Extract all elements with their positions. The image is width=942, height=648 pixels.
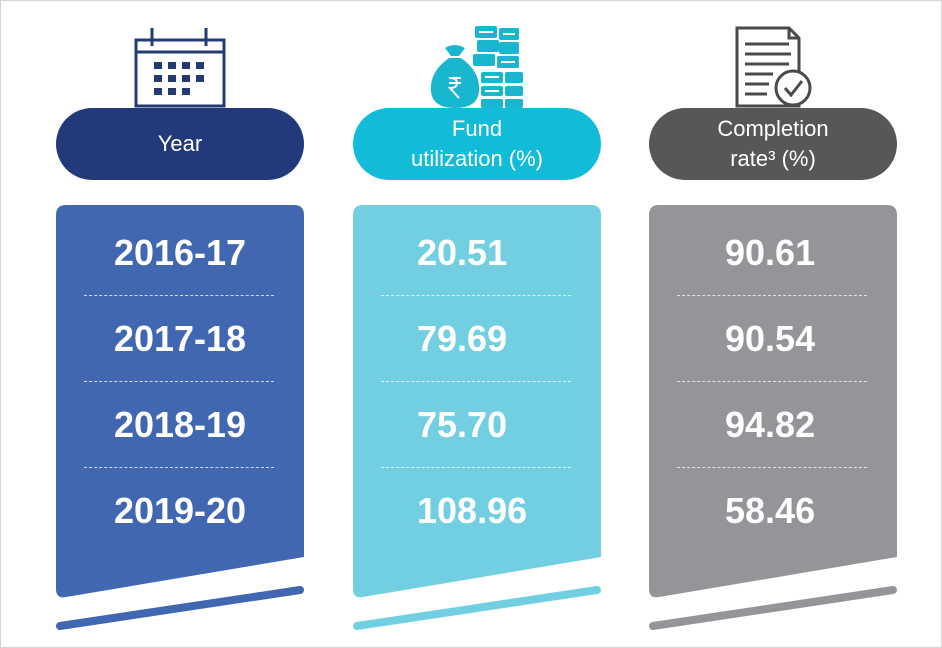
fund-row-4: 108.96 bbox=[353, 468, 601, 554]
year-value: 2018-19 bbox=[113, 404, 247, 445]
fund-value: 108.96 bbox=[417, 490, 528, 531]
fund-value: 20.51 bbox=[417, 232, 508, 273]
document-checkmark-icon bbox=[735, 26, 812, 108]
completion-card: 90.61 90.54 94.82 58.46 bbox=[649, 205, 897, 599]
completion-row-2: 90.54 bbox=[649, 296, 897, 382]
year-row-4: 2019-20 bbox=[56, 468, 304, 554]
completion-value: 94.82 bbox=[725, 404, 816, 445]
completion-column: Completion rate³ (%) 90.61 90.54 94.82 5… bbox=[649, 0, 899, 648]
row-divider bbox=[677, 467, 867, 468]
year-value: 2016-17 bbox=[113, 232, 247, 273]
year-row-1: 2016-17 bbox=[56, 210, 304, 296]
completion-row-4: 58.46 bbox=[649, 468, 897, 554]
completion-row-3: 94.82 bbox=[649, 382, 897, 468]
calendar-icon bbox=[134, 28, 226, 108]
fund-row-3: 75.70 bbox=[353, 382, 601, 468]
row-divider bbox=[381, 467, 571, 468]
fund-card-shape bbox=[353, 205, 601, 598]
completion-header-line1: Completion bbox=[717, 116, 829, 141]
year-row-3: 2018-19 bbox=[56, 382, 304, 468]
fund-value: 79.69 bbox=[417, 318, 508, 359]
completion-underline bbox=[649, 586, 897, 630]
completion-header: Completion rate³ (%) bbox=[649, 108, 897, 180]
fund-card: 20.51 79.69 75.70 108.96 bbox=[353, 205, 601, 599]
year-header: Year bbox=[56, 108, 304, 180]
row-divider bbox=[381, 295, 571, 296]
year-header-label: Year bbox=[157, 131, 203, 156]
completion-value: 90.61 bbox=[725, 232, 816, 273]
fund-header-line2: utilization (%) bbox=[410, 146, 544, 171]
fund-underline bbox=[353, 586, 601, 630]
year-value: 2019-20 bbox=[113, 490, 247, 531]
row-divider bbox=[84, 295, 274, 296]
row-divider bbox=[677, 295, 867, 296]
fund-value: 75.70 bbox=[417, 404, 508, 445]
fund-row-2: 79.69 bbox=[353, 296, 601, 382]
completion-value: 58.46 bbox=[725, 490, 816, 531]
fund-column: Fund utilization (%) 20.51 79.69 75.70 1… bbox=[353, 0, 603, 648]
row-divider bbox=[84, 467, 274, 468]
row-divider bbox=[84, 381, 274, 382]
row-divider bbox=[381, 381, 571, 382]
year-card: 2016-17 2017-18 2018-19 2019-20 bbox=[56, 205, 304, 599]
fund-header-line1: Fund bbox=[451, 116, 503, 141]
completion-card-shape bbox=[649, 205, 897, 598]
completion-row-1: 90.61 bbox=[649, 210, 897, 296]
year-column: Year 2016-17 2017-18 2018-19 2019-20 bbox=[56, 0, 306, 648]
money-bag-coins-icon bbox=[430, 26, 523, 108]
year-row-2: 2017-18 bbox=[56, 296, 304, 382]
fund-row-1: 20.51 bbox=[353, 210, 601, 296]
completion-value: 90.54 bbox=[725, 318, 816, 359]
row-divider bbox=[677, 381, 867, 382]
year-card-shape bbox=[56, 205, 304, 598]
year-value: 2017-18 bbox=[113, 318, 247, 359]
fund-header: Fund utilization (%) bbox=[353, 108, 601, 180]
completion-header-line2: rate³ (%) bbox=[730, 146, 816, 171]
year-underline bbox=[56, 586, 304, 630]
